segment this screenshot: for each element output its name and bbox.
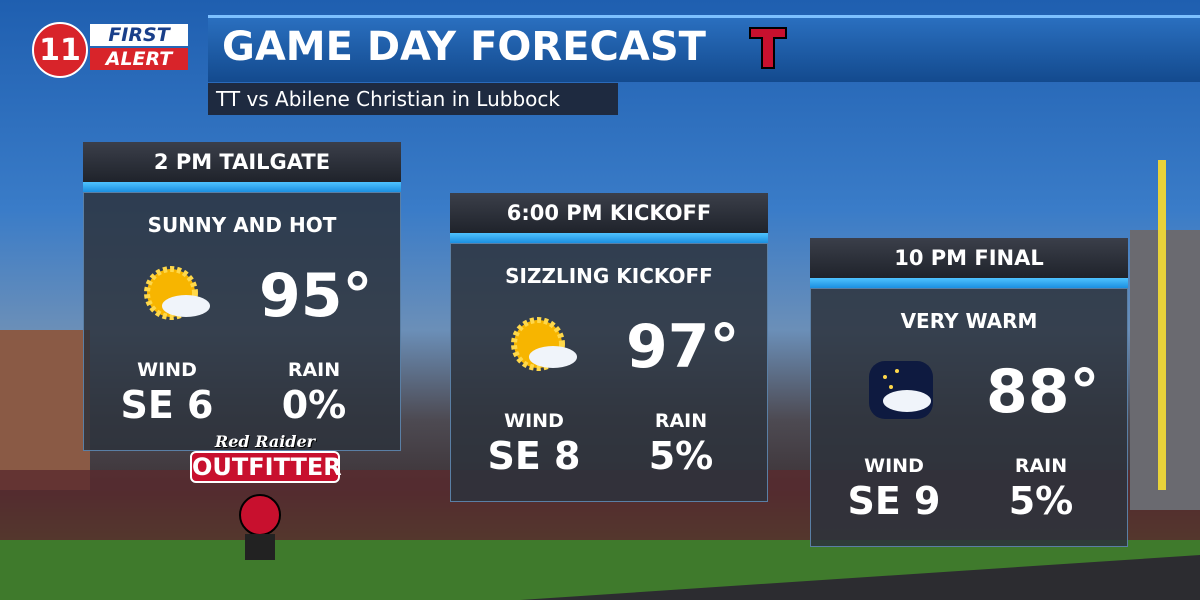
panel-heading: 10 PM FINAL xyxy=(810,238,1128,278)
title: GAME DAY FORECAST xyxy=(222,24,706,70)
cloud xyxy=(162,295,210,317)
temperature: 95° xyxy=(259,261,373,331)
rain-value: 5% xyxy=(648,434,714,478)
cloud xyxy=(529,346,577,368)
sponsor-script: Red Raider xyxy=(214,432,316,451)
logo: 11 FIRST ALERT xyxy=(32,22,190,78)
goalpost xyxy=(1158,160,1166,490)
team-logo xyxy=(749,27,787,69)
sun-icon xyxy=(144,266,210,320)
wind-value: SE 9 xyxy=(847,479,941,523)
endzone xyxy=(520,555,1200,600)
temperature: 88° xyxy=(986,357,1100,427)
wind-label: WIND xyxy=(137,359,197,381)
star xyxy=(895,369,899,373)
panel-body: SIZZLING KICKOFF 97° WIND RAIN SE 8 5% xyxy=(450,243,768,502)
condition: SUNNY AND HOT xyxy=(147,213,337,237)
temperature: 97° xyxy=(626,312,740,382)
rain-label: RAIN xyxy=(287,359,341,381)
panel-bar xyxy=(450,233,768,243)
panel-heading: 2 PM TAILGATE xyxy=(83,142,401,182)
cloud xyxy=(883,390,931,412)
wind-label: WIND xyxy=(864,455,924,477)
star xyxy=(883,375,887,379)
sponsor: Red Raider OUTFITTER xyxy=(190,432,342,502)
wind-value: SE 8 xyxy=(487,434,581,478)
title-bar: GAME DAY FORECAST xyxy=(208,15,1200,82)
rain-label: RAIN xyxy=(654,410,708,432)
mascot xyxy=(239,494,281,560)
building xyxy=(0,330,90,490)
condition: SIZZLING KICKOFF xyxy=(505,264,713,288)
sponsor-name: OUTFITTER xyxy=(190,451,342,483)
rain-value: 0% xyxy=(281,383,347,427)
panel: 10 PM FINAL VERY WARM 88° WIND RAIN SE 9… xyxy=(810,238,1128,547)
condition: VERY WARM xyxy=(900,309,1038,333)
logo-number: 11 xyxy=(32,22,88,78)
panel-heading: 6:00 PM KICKOFF xyxy=(450,193,768,233)
rain-label: RAIN xyxy=(1014,455,1068,477)
sun-icon xyxy=(511,317,577,371)
night-icon xyxy=(869,361,933,419)
panel-bar xyxy=(810,278,1128,288)
logo-alert: ALERT xyxy=(90,48,188,70)
mascot-head xyxy=(239,494,281,536)
logo-first: FIRST xyxy=(90,24,188,46)
panel-bar xyxy=(83,182,401,192)
mascot-body xyxy=(245,534,275,560)
panel: 2 PM TAILGATE SUNNY AND HOT 95° WIND RAI… xyxy=(83,142,401,451)
subtitle: TT vs Abilene Christian in Lubbock xyxy=(208,83,618,115)
team-logo-shape xyxy=(749,27,787,69)
panel: 6:00 PM KICKOFF SIZZLING KICKOFF 97° WIN… xyxy=(450,193,768,502)
wind-label: WIND xyxy=(504,410,564,432)
panel-body: VERY WARM 88° WIND RAIN SE 9 5% xyxy=(810,288,1128,547)
rain-value: 5% xyxy=(1008,479,1074,523)
wind-value: SE 6 xyxy=(120,383,214,427)
star xyxy=(889,385,893,389)
panel-body: SUNNY AND HOT 95° WIND RAIN SE 6 0% xyxy=(83,192,401,451)
